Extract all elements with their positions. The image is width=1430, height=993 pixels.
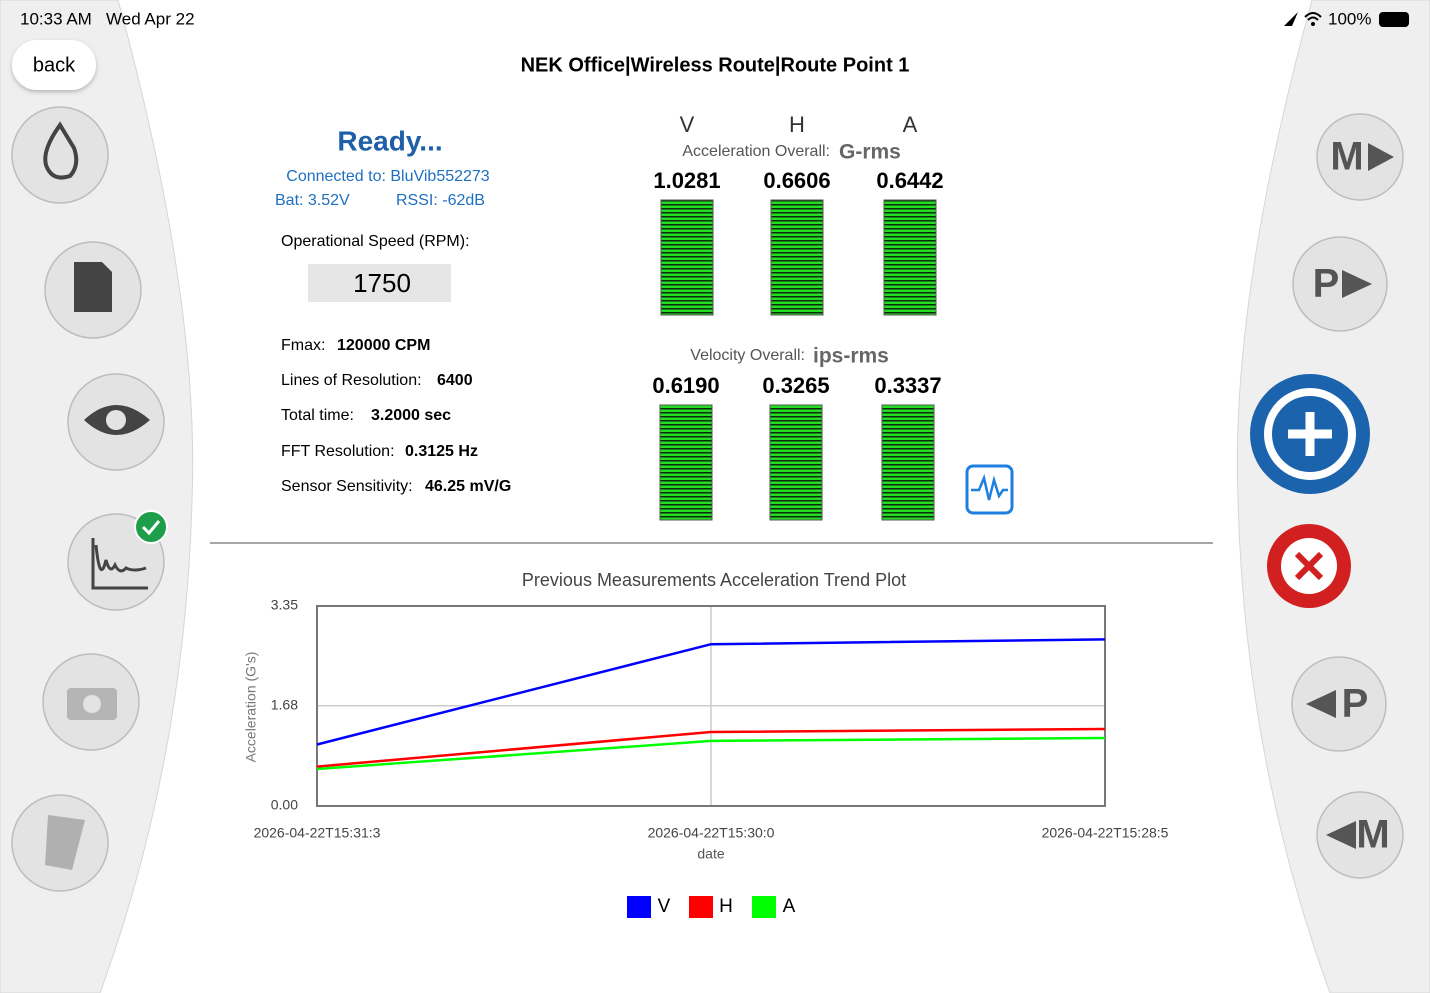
y-tick-label: 1.68 <box>271 696 298 712</box>
battery-icon <box>1379 12 1409 27</box>
setting-label: Total time: <box>281 407 354 424</box>
acceleration-label: Acceleration Overall: <box>682 143 830 160</box>
wifi-dot <box>1311 22 1315 26</box>
acceleration-value: 1.0281 <box>653 168 720 193</box>
cancel-icon <box>1294 551 1324 581</box>
velocity-value: 0.3265 <box>762 373 829 398</box>
right-panel <box>1236 0 1430 993</box>
speed-value[interactable]: 1750 <box>353 268 411 298</box>
speed-label: Operational Speed (RPM): <box>281 233 470 250</box>
velocity-gauge <box>769 404 823 521</box>
waveform-icon <box>971 473 1008 501</box>
spectrum-icon <box>91 538 148 590</box>
arrow-right <box>1342 270 1372 298</box>
status-time: 10:33 AM <box>20 9 92 28</box>
velocity-label: Velocity Overall: <box>690 347 805 364</box>
device-status: Ready... <box>337 125 442 156</box>
acceleration-gauge <box>660 199 714 316</box>
setting-value: 6400 <box>437 372 473 389</box>
setting-value: 3.2000 sec <box>371 407 451 424</box>
page-title: NEK Office|Wireless Route|Route Point 1 <box>521 54 910 76</box>
y-tick-label: 3.35 <box>271 597 298 613</box>
status-date: Wed Apr 22 <box>106 9 195 28</box>
waveform-button[interactable] <box>965 464 1014 515</box>
direction-label: A <box>903 112 918 137</box>
setting-value: 120000 CPM <box>337 337 430 354</box>
plot-frame <box>316 605 1106 807</box>
setting-label: FFT Resolution: <box>281 443 395 460</box>
button-letter: P <box>1313 262 1340 306</box>
device-icon <box>45 815 85 870</box>
battery-voltage: Bat: 3.52V <box>275 192 350 209</box>
acceleration-value: 0.6442 <box>876 168 943 193</box>
velocity-gauge <box>881 404 935 521</box>
legend-swatch <box>689 896 713 918</box>
velocity-value: 0.3337 <box>874 373 941 398</box>
y-axis-label: Acceleration (G's) <box>243 652 259 763</box>
legend-label: H <box>719 896 733 917</box>
series-line <box>316 736 1106 771</box>
prev-point-button[interactable] <box>1291 656 1387 752</box>
left-panel <box>0 0 194 993</box>
acceleration-gauge <box>770 199 824 316</box>
y-tick-label: 0.00 <box>271 797 298 813</box>
next-machine-button[interactable] <box>1316 113 1404 201</box>
button-letter: M <box>1330 135 1363 179</box>
setting-label: Fmax: <box>281 337 325 354</box>
arrow-left <box>1326 821 1356 849</box>
legend-label: V <box>658 896 671 917</box>
direction-label: H <box>789 112 805 137</box>
check-badge <box>134 510 168 544</box>
camera-lens <box>83 695 101 713</box>
button-letter: P <box>1342 682 1369 726</box>
wifi-icon <box>1304 12 1322 21</box>
velocity-gauge <box>659 404 713 521</box>
acceleration-value: 0.6606 <box>763 168 830 193</box>
connection: Connected to: BluVib552273 <box>286 168 490 185</box>
button-letter: M <box>1356 813 1389 857</box>
x-tick-label: 2026-04-22T15:30:0 <box>648 825 775 841</box>
acceleration-unit: G-rms <box>839 141 901 164</box>
velocity-value: 0.6190 <box>652 373 719 398</box>
x-axis-label: date <box>697 846 724 862</box>
next-point-button[interactable] <box>1292 236 1388 332</box>
velocity-unit: ips-rms <box>813 345 889 368</box>
location-icon <box>1284 12 1298 26</box>
direction-label: V <box>680 112 695 137</box>
prev-machine-button[interactable] <box>1316 791 1404 879</box>
series-line <box>316 727 1106 768</box>
x-tick-label: 2026-04-22T15:28:5 <box>1042 825 1169 841</box>
acceleration-gauge <box>883 199 937 316</box>
arrow-left <box>1306 690 1336 718</box>
back-label[interactable]: back <box>33 54 76 76</box>
add-icon <box>1288 412 1332 456</box>
setting-label: Lines of Resolution: <box>281 372 422 389</box>
setting-value: 46.25 mV/G <box>425 478 511 495</box>
rssi: RSSI: -62dB <box>396 192 485 209</box>
back-button[interactable] <box>12 40 96 90</box>
arrow-right <box>1368 143 1394 171</box>
add-ring <box>1264 388 1356 480</box>
notes-icon <box>74 262 112 312</box>
chart-title: Previous Measurements Acceleration Trend… <box>522 570 906 590</box>
series-line <box>316 638 1106 746</box>
legend-swatch <box>752 896 776 918</box>
eye-pupil <box>106 410 126 430</box>
drop-icon <box>43 121 79 180</box>
x-tick-label: 2026-04-22T15:31:3 <box>254 825 381 841</box>
check-mark <box>141 520 161 536</box>
setting-label: Sensor Sensitivity: <box>281 478 413 495</box>
legend-swatch <box>627 896 651 918</box>
sensor-button[interactable] <box>11 106 109 204</box>
battery-level: 100% <box>1328 9 1371 28</box>
setting-value: 0.3125 Hz <box>405 443 478 460</box>
legend-label: A <box>783 896 796 917</box>
speed-input[interactable] <box>308 264 451 302</box>
